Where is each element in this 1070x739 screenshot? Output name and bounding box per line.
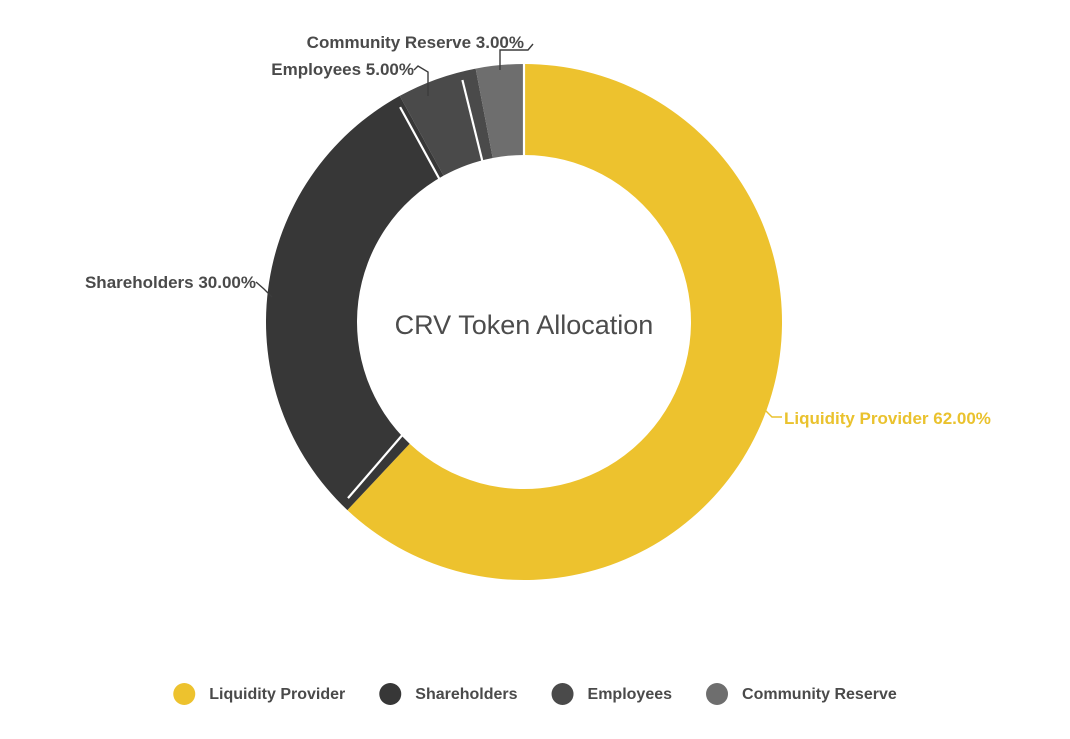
legend-marker-shareholders[interactable] xyxy=(379,683,402,705)
legend-label-shareholders[interactable]: Shareholders xyxy=(415,686,517,703)
callout-label-liquidity-provider: Liquidity Provider 62.00% xyxy=(784,409,991,428)
center-title: CRV Token Allocation xyxy=(395,310,654,340)
legend-label-liquidity-provider[interactable]: Liquidity Provider xyxy=(209,686,345,703)
slice-separators xyxy=(347,64,526,499)
callout-label-shareholders: Shareholders 30.00% xyxy=(85,273,256,292)
slice-liquidity-provider[interactable] xyxy=(347,64,783,581)
legend-label-community-reserve[interactable]: Community Reserve xyxy=(742,686,897,703)
slice-community-reserve[interactable] xyxy=(475,64,524,158)
legend-marker-community-reserve[interactable] xyxy=(706,683,729,705)
chart-legend: Liquidity Provider Shareholders Employees C… xyxy=(173,683,897,705)
legend-marker-liquidity-provider[interactable] xyxy=(173,683,196,705)
leader-line-shareholders xyxy=(255,281,273,298)
slice-shareholders[interactable] xyxy=(266,95,444,511)
callout-label-employees: Employees 5.00% xyxy=(271,60,414,79)
callout-label-community-reserve: Community Reserve 3.00% xyxy=(307,33,524,52)
donut-slices xyxy=(266,64,783,581)
legend-marker-employees[interactable] xyxy=(551,683,574,705)
leader-line-employees xyxy=(413,65,429,96)
callout-leader-lines xyxy=(255,43,782,418)
slice-employees[interactable] xyxy=(399,68,493,176)
leader-line-liquidity-provider xyxy=(763,408,782,418)
leader-line-community-reserve xyxy=(499,43,534,70)
legend-label-employees[interactable]: Employees xyxy=(588,686,673,703)
